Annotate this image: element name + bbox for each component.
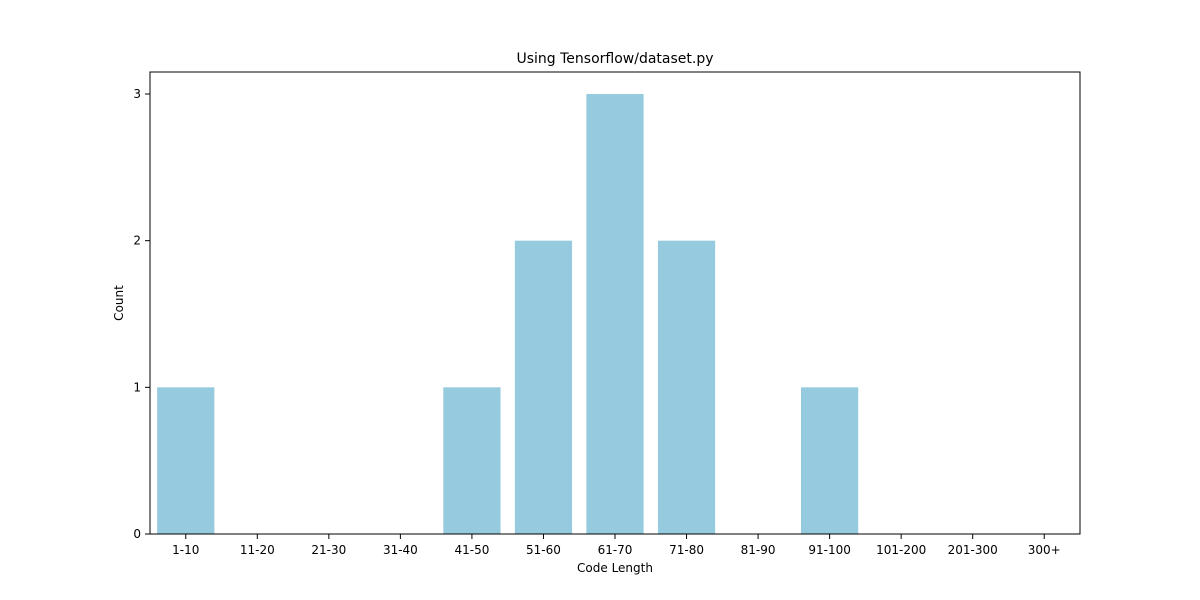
chart-title: Using Tensorflow/dataset.py <box>516 51 713 67</box>
y-tick-label: 3 <box>133 87 141 101</box>
bars-group <box>157 94 859 534</box>
x-tick-label: 11-20 <box>240 543 275 557</box>
x-axis-label: Code Length <box>577 561 653 575</box>
y-axis-label: Count <box>112 285 126 321</box>
y-tick-label: 1 <box>133 380 141 394</box>
x-tick-label: 21-30 <box>311 543 346 557</box>
x-tick-label: 201-300 <box>948 543 998 557</box>
x-tick-label: 81-90 <box>741 543 776 557</box>
bar-51-60 <box>514 240 573 534</box>
x-tick-label: 61-70 <box>598 543 633 557</box>
bar-91-100 <box>801 387 859 534</box>
x-tick-label: 71-80 <box>669 543 704 557</box>
y-axis-ticks: 0 1 2 3 <box>133 87 150 541</box>
bar-71-80 <box>657 240 716 534</box>
bar-61-70 <box>586 94 644 534</box>
x-tick-label: 31-40 <box>383 543 418 557</box>
x-tick-label: 300+ <box>1028 543 1061 557</box>
x-tick-label: 41-50 <box>454 543 489 557</box>
x-tick-label: 51-60 <box>526 543 561 557</box>
y-tick-label: 0 <box>133 527 141 541</box>
bar-41-50 <box>443 387 501 534</box>
x-axis-ticks: 1-10 11-20 21-30 31-40 41-50 51-60 61-70 71-80 8… <box>172 534 1061 557</box>
x-tick-label: 101-200 <box>876 543 926 557</box>
bar-1-10 <box>157 387 215 534</box>
x-tick-label: 91-100 <box>808 543 851 557</box>
x-tick-label: 1-10 <box>172 543 199 557</box>
y-tick-label: 2 <box>133 234 141 248</box>
